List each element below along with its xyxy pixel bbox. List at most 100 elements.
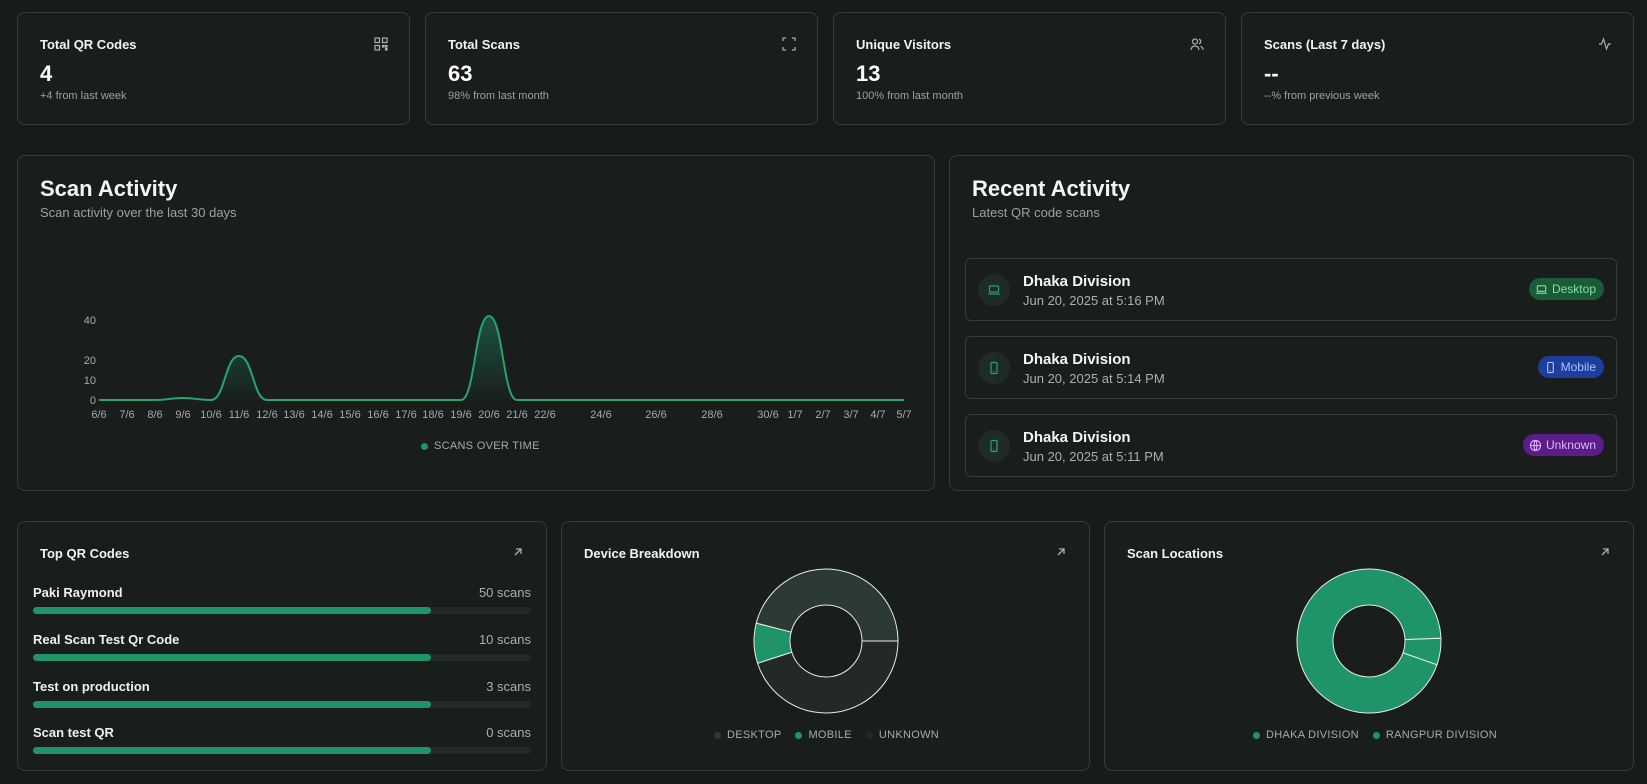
qr-scan-count: 3 scans — [486, 679, 531, 694]
qr-name: Test on production — [33, 679, 150, 694]
progress-fill — [33, 701, 432, 708]
arrow-up-right-icon[interactable] — [512, 546, 524, 558]
x-tick-label: 20/6 — [478, 409, 499, 421]
stat-card-total-scans: Total Scans 63 98% from last month — [425, 12, 818, 125]
device-breakdown-title: Device Breakdown — [584, 546, 700, 561]
stat-label: Total QR Codes — [40, 37, 137, 52]
stat-value: 4 — [40, 61, 53, 86]
x-tick-label: 14/6 — [311, 409, 332, 421]
x-tick-label: 7/6 — [119, 409, 134, 421]
y-tick-label: 0 — [90, 395, 96, 407]
users-icon — [1190, 38, 1204, 51]
legend-dot — [714, 731, 721, 739]
progress-track — [33, 747, 531, 754]
activity-item[interactable]: Dhaka Division Jun 20, 2025 at 5:14 PM M… — [965, 336, 1617, 399]
y-tick-label: 40 — [84, 315, 96, 327]
activity-icon — [1599, 37, 1611, 51]
x-tick-label: 24/6 — [590, 409, 611, 421]
device-badge-unknown: Unknown — [1522, 434, 1604, 456]
progress-track — [33, 701, 531, 708]
smartphone-icon — [978, 430, 1010, 462]
activity-location: Dhaka Division — [1023, 273, 1131, 290]
activity-item[interactable]: Dhaka Division Jun 20, 2025 at 5:16 PM D… — [965, 258, 1617, 321]
scan-locations-title: Scan Locations — [1127, 546, 1224, 561]
scan-locations-card: Scan Locations DHAKA DIVISION RANGPUR DI… — [1104, 521, 1634, 771]
activity-location: Dhaka Division — [1023, 351, 1131, 368]
x-tick-label: 17/6 — [395, 409, 416, 421]
legend-dot — [1253, 731, 1260, 739]
activity-time: Jun 20, 2025 at 5:14 PM — [1023, 371, 1165, 386]
activity-time: Jun 20, 2025 at 5:16 PM — [1023, 293, 1165, 308]
x-tick-label: 18/6 — [422, 409, 443, 421]
laptop-icon — [978, 274, 1010, 306]
pie-slice-desktop[interactable] — [755, 568, 899, 642]
stat-card-unique-visitors: Unique Visitors 13 100% from last month — [833, 12, 1226, 125]
stat-change: 98% from last month — [448, 90, 549, 102]
x-tick-label: 26/6 — [645, 409, 666, 421]
progress-fill — [33, 654, 432, 661]
legend-label: DESKTOP — [727, 729, 782, 741]
stat-change: 100% from last month — [856, 90, 963, 102]
qr-name: Paki Raymond — [33, 585, 123, 600]
smartphone-icon — [978, 352, 1010, 384]
legend-dot — [865, 731, 873, 739]
device-breakdown-card: Device Breakdown DESKTOP MOBILE UNKNOWN — [561, 521, 1090, 771]
stat-change: +4 from last week — [40, 90, 127, 102]
qr-scan-count: 50 scans — [478, 585, 531, 600]
badge-label: Mobile — [1560, 360, 1596, 374]
legend-dot — [795, 731, 803, 739]
stat-value: -- — [1264, 61, 1279, 86]
top-qr-codes-card: Top QR Codes Paki Raymond 50 scans Real Sc… — [17, 521, 547, 771]
stat-label: Total Scans — [448, 37, 521, 52]
x-tick-label: 8/6 — [147, 409, 162, 421]
stat-label: Unique Visitors — [856, 37, 952, 52]
x-tick-label: 4/7 — [870, 409, 885, 421]
qr-scan-count: 10 scans — [478, 632, 531, 647]
x-tick-label: 30/6 — [757, 409, 778, 421]
scan-activity-subtitle: Scan activity over the last 30 days — [40, 205, 237, 220]
recent-activity-card: Recent Activity Latest QR code scans Dha… — [949, 155, 1634, 491]
device-badge-desktop: Desktop — [1528, 278, 1604, 300]
badge-label: Desktop — [1551, 282, 1596, 296]
x-tick-label: 13/6 — [283, 409, 304, 421]
locations-legend: DHAKA DIVISION RANGPUR DIVISION — [1253, 729, 1497, 741]
legend-label: SCANS OVER TIME — [434, 440, 540, 452]
arrow-up-right-icon[interactable] — [1599, 546, 1611, 558]
x-tick-label: 10/6 — [200, 409, 221, 421]
activity-time: Jun 20, 2025 at 5:11 PM — [1023, 449, 1164, 464]
progress-fill — [33, 607, 432, 614]
x-tick-label: 1/7 — [787, 409, 802, 421]
x-tick-label: 12/6 — [256, 409, 277, 421]
scan-activity-chart: 0 10 20 40 6/6 7/6 8/6 9/6 10/6 11/6 12/6 13/6 14/6 1… — [84, 314, 912, 421]
globe-icon — [1529, 439, 1542, 451]
qr-name: Real Scan Test Qr Code — [33, 632, 180, 647]
arrow-up-right-icon[interactable] — [1055, 546, 1067, 558]
x-tick-label: 3/7 — [843, 409, 858, 421]
legend-label: UNKNOWN — [878, 729, 939, 741]
pie-slice-dhaka-division[interactable] — [1296, 568, 1442, 714]
stat-card-total-qr: Total QR Codes 4 +4 from last week — [17, 12, 410, 125]
device-badge-mobile: Mobile — [1537, 356, 1604, 378]
progress-fill — [33, 747, 432, 754]
smartphone-icon — [1546, 361, 1554, 373]
x-tick-label: 5/7 — [896, 409, 911, 421]
x-tick-label: 16/6 — [367, 409, 388, 421]
stat-change: --% from previous week — [1264, 90, 1380, 102]
y-tick-label: 10 — [84, 375, 96, 387]
stat-value: 63 — [448, 61, 473, 86]
device-legend: DESKTOP MOBILE UNKNOWN — [714, 729, 939, 741]
device-breakdown-chart — [753, 568, 899, 714]
x-tick-label: 21/6 — [506, 409, 527, 421]
x-tick-label: 15/6 — [339, 409, 360, 421]
activity-item[interactable]: Dhaka Division Jun 20, 2025 at 5:11 PM U… — [965, 414, 1617, 477]
scan-activity-title: Scan Activity — [40, 176, 178, 201]
legend-label: MOBILE — [808, 729, 852, 741]
badge-label: Unknown — [1545, 438, 1596, 452]
progress-track — [33, 654, 531, 661]
scan-activity-card: Scan Activity Scan activity over the las… — [17, 155, 935, 491]
scan-frame-icon — [782, 37, 796, 51]
stat-value: 13 — [856, 61, 881, 86]
legend-dot — [1372, 731, 1380, 739]
x-tick-label: 6/6 — [91, 409, 106, 421]
pie-slice-unknown[interactable] — [756, 640, 899, 714]
